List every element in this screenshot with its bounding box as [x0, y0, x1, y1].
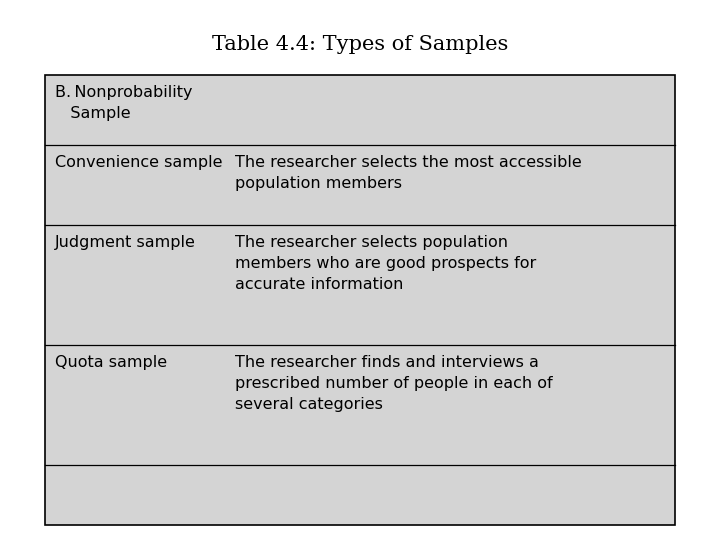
Text: B. Nonprobability
   Sample: B. Nonprobability Sample — [55, 85, 192, 121]
Text: The researcher finds and interviews a
prescribed number of people in each of
sev: The researcher finds and interviews a pr… — [235, 355, 553, 412]
Text: Judgment sample: Judgment sample — [55, 235, 196, 250]
Bar — [45, 75, 675, 525]
Text: Quota sample: Quota sample — [55, 355, 167, 370]
Text: Convenience sample: Convenience sample — [55, 155, 222, 170]
Text: Table 4.4: Types of Samples: Table 4.4: Types of Samples — [212, 35, 508, 54]
Text: The researcher selects the most accessible
population members: The researcher selects the most accessib… — [235, 155, 582, 191]
Text: The researcher selects population
members who are good prospects for
accurate in: The researcher selects population member… — [235, 235, 536, 292]
